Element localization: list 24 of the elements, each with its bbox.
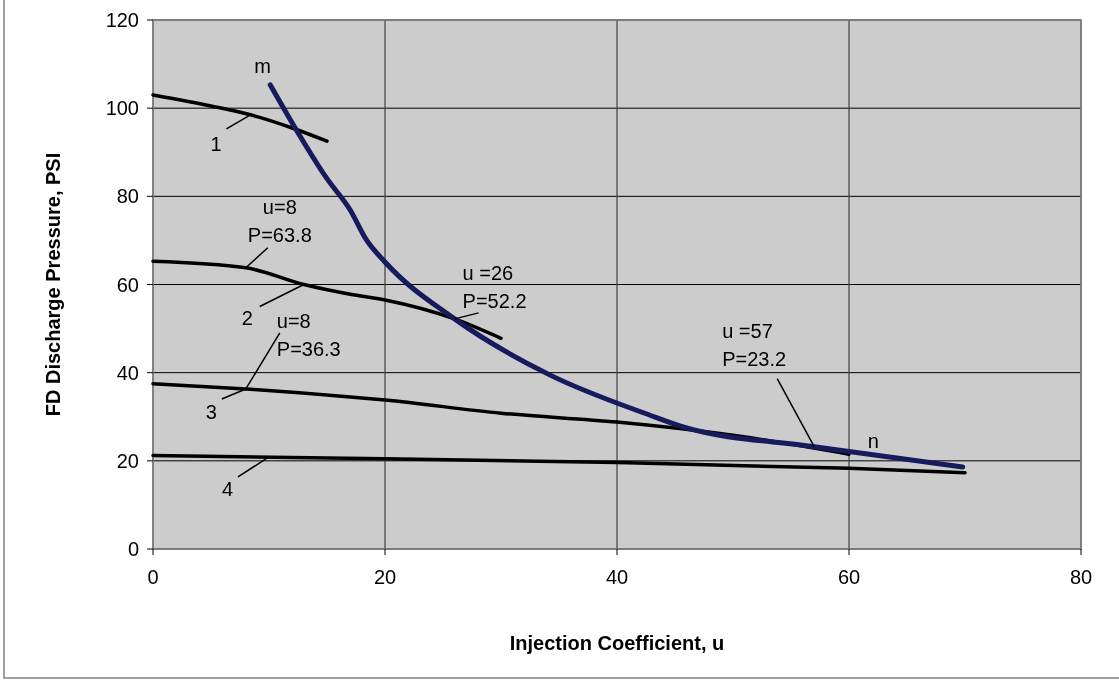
annotation: m	[254, 54, 271, 77]
x-tick-label: 40	[605, 566, 629, 588]
annotation: 3	[205, 400, 217, 423]
annotation: 2	[241, 306, 253, 329]
annotation: u=8 P=63.8	[247, 195, 312, 246]
y-tick-label: 60	[116, 273, 139, 296]
annotation: u =26 P=52.2	[462, 261, 527, 312]
y-tick-label: 80	[116, 185, 139, 208]
annotation: n	[867, 430, 879, 453]
y-tick-label: 40	[116, 361, 139, 384]
y-tick-label: 0	[127, 538, 139, 560]
annotation: 1	[210, 132, 222, 155]
x-tick-label: 60	[837, 566, 861, 588]
x-axis-title: Injection Coefficient, u	[509, 632, 725, 654]
y-axis-title: FD Discharge Pressure, PSI	[42, 152, 64, 417]
x-tick-label: 20	[373, 566, 397, 588]
x-tick-label: 80	[1069, 566, 1093, 588]
annotation: u=8 P=36.3	[276, 309, 341, 360]
annotation: 4	[222, 477, 234, 500]
y-tick-label: 20	[116, 449, 139, 472]
y-tick-label: 120	[105, 9, 139, 31]
y-tick-label: 100	[105, 97, 139, 120]
annotation: u =57 P=23.2	[722, 319, 787, 370]
x-tick-label: 0	[147, 566, 159, 588]
